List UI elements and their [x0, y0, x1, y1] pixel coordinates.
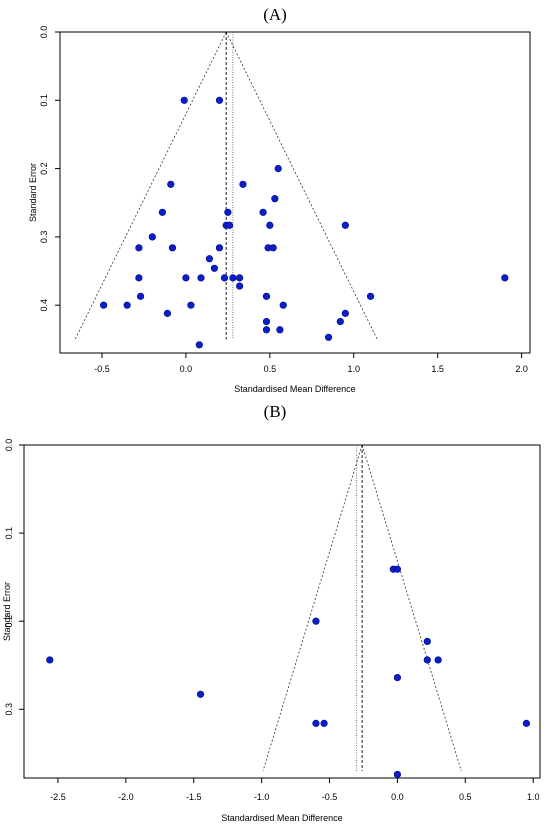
- data-point: [262, 326, 271, 334]
- data-point: [336, 317, 344, 326]
- data-point: [182, 274, 190, 282]
- data-point: [187, 301, 195, 309]
- x-tick-label: 1.0: [347, 364, 360, 374]
- data-point: [196, 690, 205, 698]
- x-tick-label: -1.0: [254, 792, 270, 802]
- x-axis-label: Standardised Mean Difference: [234, 384, 355, 394]
- x-tick-label: -1.5: [186, 792, 202, 802]
- x-tick-label: 0.0: [180, 364, 193, 374]
- data-point: [236, 274, 244, 282]
- data-point: [262, 317, 271, 326]
- plot-frame: [23, 444, 541, 779]
- y-tick-label: 0.1: [4, 527, 14, 540]
- data-point: [423, 637, 431, 646]
- data-point: [271, 195, 279, 203]
- x-tick-label: -2.0: [118, 792, 134, 802]
- x-tick-label: 1.5: [431, 364, 444, 374]
- data-point: [136, 292, 145, 300]
- x-tick-label: -0.5: [94, 364, 110, 374]
- y-tick-label: 0.2: [39, 162, 49, 175]
- y-tick-label: 0.4: [39, 299, 49, 312]
- x-tick-label: 0.5: [459, 792, 472, 802]
- data-point: [393, 565, 402, 573]
- data-point: [148, 233, 156, 241]
- data-point: [320, 719, 328, 727]
- data-point: [123, 301, 131, 309]
- data-point: [197, 274, 205, 282]
- y-tick-label: 0.3: [39, 231, 49, 244]
- data-point: [239, 180, 247, 188]
- data-point: [167, 180, 175, 188]
- panel-a-label: (A): [263, 5, 287, 24]
- y-tick-label: 0.3: [4, 703, 14, 716]
- data-point: [393, 770, 402, 779]
- data-point: [205, 255, 213, 263]
- y-axis-label: Standard Error: [28, 163, 38, 222]
- x-tick-label: -0.5: [322, 792, 338, 802]
- data-point: [224, 208, 232, 216]
- data-point: [259, 208, 267, 216]
- y-tick-label: 0.1: [39, 94, 49, 107]
- x-tick-label: 1.0: [527, 792, 540, 802]
- data-point: [434, 656, 442, 664]
- data-point: [324, 333, 333, 341]
- data-point: [46, 656, 54, 664]
- data-point: [501, 274, 509, 282]
- data-point: [195, 341, 203, 349]
- data-point: [341, 309, 349, 317]
- data-point: [215, 96, 224, 104]
- data-point: [423, 656, 431, 664]
- data-point: [229, 274, 237, 282]
- data-point: [163, 309, 172, 317]
- chart-panel-b: -2.5 -2.0 -1.5 -1.0 -0.5 0.0 0.5 1.0 0.0 0.1 0.2 0.…: [2, 439, 541, 823]
- data-point: [341, 221, 349, 229]
- y-tick-label: 0.0: [39, 26, 49, 39]
- x-tick-label: 0.5: [264, 364, 277, 374]
- data-point: [168, 244, 177, 252]
- data-point: [100, 301, 108, 309]
- x-tick-label: 0.0: [391, 792, 404, 802]
- chart-panel-a: -0.5 0.0 0.5 1.0 1.5 2.0 0.0 0.1 0.2 0.3 0.4 Standa…: [28, 26, 531, 394]
- data-point: [312, 617, 320, 625]
- data-point: [135, 244, 143, 252]
- x-tick-label: -2.5: [50, 792, 66, 802]
- y-tick-label: 0.0: [4, 439, 14, 452]
- panel-b-label: (B): [263, 402, 287, 421]
- data-point: [135, 274, 143, 282]
- y-axis-label: Standard Error: [2, 582, 12, 641]
- data-point: [312, 719, 320, 727]
- data-point: [236, 282, 244, 290]
- data-point: [215, 244, 224, 252]
- data-point: [158, 208, 166, 216]
- data-point: [279, 301, 287, 309]
- data-point: [522, 719, 531, 727]
- data-point: [274, 164, 282, 173]
- data-point: [180, 96, 188, 104]
- x-axis-label: Standardised Mean Difference: [221, 813, 342, 823]
- y-tick-label: 0.2: [4, 615, 14, 628]
- funnel-right-line: [225, 31, 378, 340]
- data-point: [393, 673, 402, 682]
- x-tick-label: 2.0: [515, 364, 528, 374]
- data-point: [262, 292, 271, 300]
- plot-frame: [59, 31, 531, 354]
- data-point: [366, 292, 375, 300]
- funnel-left-line: [74, 31, 227, 340]
- data-point: [276, 326, 284, 334]
- data-point: [210, 264, 219, 272]
- data-point: [266, 221, 274, 229]
- data-point: [269, 244, 277, 252]
- funnel-left-line: [262, 444, 363, 772]
- funnel-right-line: [361, 444, 462, 772]
- data-point: [225, 221, 234, 229]
- data-point: [220, 274, 229, 282]
